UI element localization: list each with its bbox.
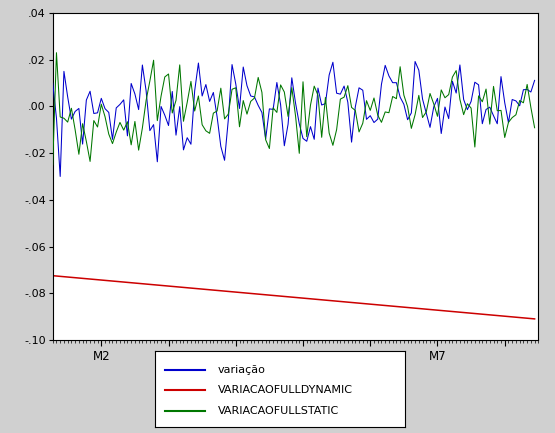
X-axis label: 2014: 2014 [280,368,311,381]
Text: variação: variação [218,365,266,375]
Text: VARIACAOFULLSTATIC: VARIACAOFULLSTATIC [218,406,339,416]
Text: VARIACAOFULLDYNAMIC: VARIACAOFULLDYNAMIC [218,385,353,395]
